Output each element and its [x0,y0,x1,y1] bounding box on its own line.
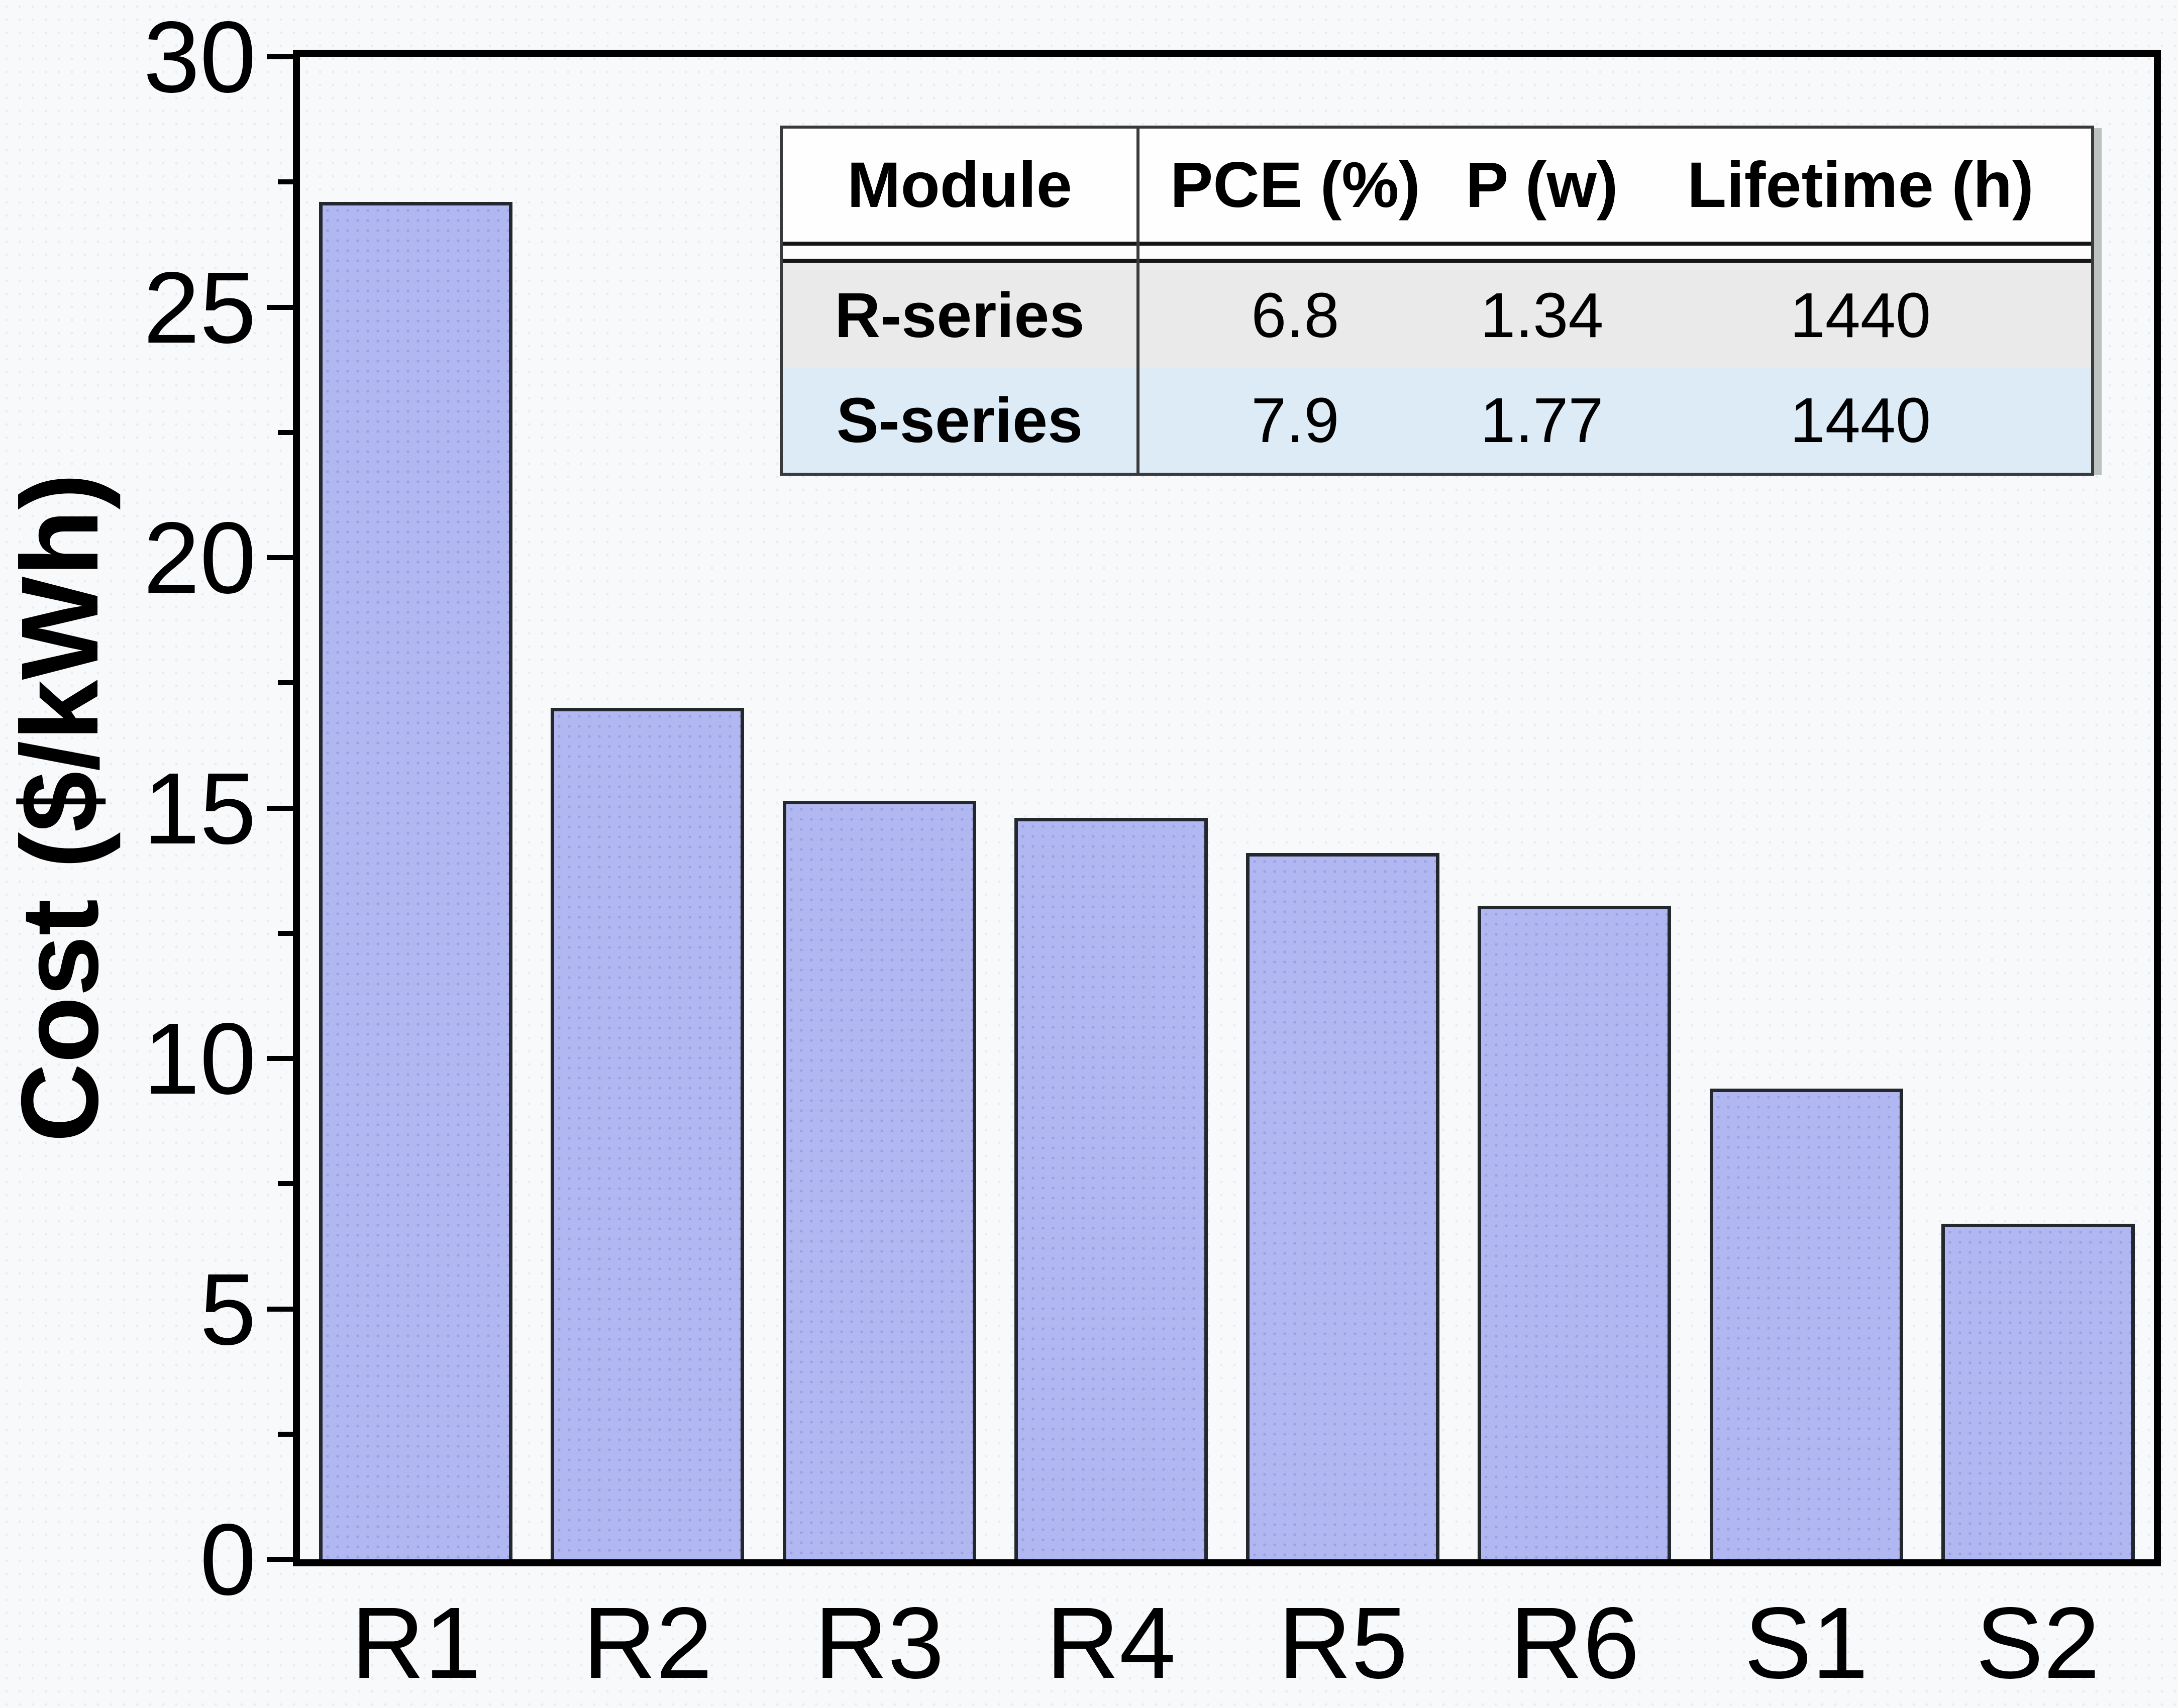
bar-S2 [1941,1224,2135,1559]
y-tick-label-25: 25 [143,251,256,364]
table-header-lifetime: Lifetime (h) [1687,149,2034,221]
y-major-tick-15 [267,806,293,811]
y-tick-label-20: 20 [143,501,256,614]
table-row-s-series: S-series 7.9 1.77 1440 [783,368,2091,473]
x-category-label-R2: R2 [582,1586,713,1699]
inset-table: Module PCE (%) P (w) Lifetime (h) R-seri… [780,126,2094,476]
y-tick-label-30: 30 [143,0,256,114]
bar-R4 [1014,818,1208,1559]
y-major-tick-20 [267,555,293,560]
table-header-pce: PCE (%) [1170,149,1420,221]
y-tick-label-10: 10 [143,1002,256,1115]
y-major-tick-30 [267,54,293,59]
y-minor-tick-12.5 [278,931,293,936]
table-cell-power: 1.34 [1480,280,1604,351]
table-cell-module: S-series [836,385,1083,456]
table-cell-pce: 6.8 [1251,280,1339,351]
x-category-label-R1: R1 [351,1586,481,1699]
x-category-label-R5: R5 [1278,1586,1408,1699]
x-category-label-R3: R3 [814,1586,945,1699]
plot-area [293,50,2161,1566]
table-column-divider [1136,129,1139,473]
table-header-row: Module PCE (%) P (w) Lifetime (h) [783,129,2091,242]
table-cell-module: R-series [835,280,1085,351]
bar-R3 [783,801,976,1559]
y-minor-tick-22.5 [278,430,293,435]
table-header-separator-double-line [783,242,2091,263]
bar-R1 [319,202,512,1559]
table-header-module: Module [847,149,1072,221]
y-minor-tick-7.5 [278,1181,293,1186]
y-minor-tick-17.5 [278,680,293,685]
y-tick-label-0: 0 [199,1503,256,1616]
y-major-tick-0 [267,1557,293,1562]
table-cell-lifetime: 1440 [1790,385,1931,456]
y-tick-label-5: 5 [199,1252,256,1366]
table-cell-power: 1.77 [1480,385,1604,456]
x-category-label-R6: R6 [1509,1586,1640,1699]
bar-R2 [551,708,744,1559]
y-tick-label-15: 15 [143,752,256,865]
y-major-tick-25 [267,305,293,310]
y-minor-tick-27.5 [278,179,293,184]
table-cell-pce: 7.9 [1251,385,1339,456]
x-category-label-S1: S1 [1744,1586,1869,1699]
x-category-label-S2: S2 [1976,1586,2100,1699]
bar-R6 [1478,906,1671,1559]
y-minor-tick-2.5 [278,1432,293,1437]
table-row-r-series: R-series 6.8 1.34 1440 [783,263,2091,368]
bar-R5 [1246,853,1439,1559]
x-category-label-R4: R4 [1046,1586,1176,1699]
table-header-power: P (w) [1466,149,1618,221]
y-major-tick-5 [267,1307,293,1312]
table-cell-lifetime: 1440 [1790,280,1931,351]
y-major-tick-10 [267,1056,293,1061]
bar-S1 [1710,1089,1903,1559]
